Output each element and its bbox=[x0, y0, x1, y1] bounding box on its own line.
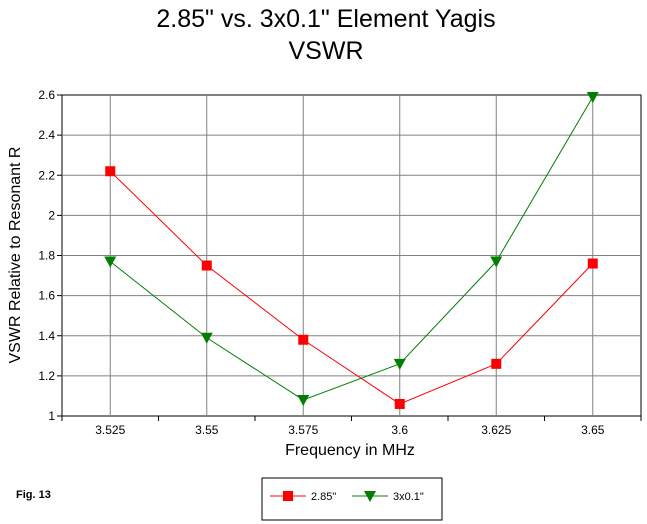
legend-marker-285 bbox=[283, 491, 293, 501]
figure-label: Fig. 13 bbox=[16, 489, 51, 501]
chart-subtitle: VSWR bbox=[289, 37, 364, 65]
data-point-triangle bbox=[104, 256, 117, 268]
legend-label-3x01: 3x0.1" bbox=[393, 491, 424, 503]
series-line bbox=[109, 170, 594, 405]
y-tick-label: 1.8 bbox=[38, 249, 55, 263]
y-axis-label: VSWR Relative to Resonant R bbox=[7, 147, 24, 364]
x-tick-label: 3.575 bbox=[288, 423, 318, 437]
y-tick-label: 2 bbox=[48, 208, 55, 222]
y-tick-label: 2.6 bbox=[38, 88, 55, 102]
grid-lines bbox=[62, 95, 641, 416]
y-tick-label: 2.4 bbox=[38, 128, 55, 142]
chart-title: 2.85" vs. 3x0.1" Element Yagis bbox=[156, 5, 495, 33]
data-point-triangle bbox=[490, 256, 503, 268]
legend: 2.85" 3x0.1" bbox=[261, 477, 443, 521]
x-tick-label: 3.65 bbox=[581, 423, 605, 437]
x-tick-label: 3.55 bbox=[195, 423, 219, 437]
x-axis-label: Frequency in MHz bbox=[285, 442, 415, 459]
x-tick-label: 3.525 bbox=[95, 423, 125, 437]
y-tick-label: 1.2 bbox=[38, 369, 55, 383]
data-point-square bbox=[491, 358, 502, 369]
data-point-square bbox=[394, 398, 405, 409]
series-285 bbox=[105, 166, 598, 409]
legend-label-285: 2.85" bbox=[311, 491, 336, 503]
y-tick-label: 2.2 bbox=[38, 168, 55, 182]
legend-marker-3x01 bbox=[364, 491, 376, 502]
data-point-square bbox=[298, 334, 309, 345]
data-point-triangle bbox=[297, 394, 310, 406]
y-tick-label: 1 bbox=[48, 409, 55, 423]
y-tick-label: 1.4 bbox=[38, 329, 55, 343]
data-point-triangle bbox=[586, 92, 599, 104]
series-layer bbox=[104, 92, 599, 409]
data-point-square bbox=[587, 258, 598, 269]
data-point-triangle bbox=[393, 358, 406, 370]
x-tick-label: 3.625 bbox=[481, 423, 511, 437]
series-3x01 bbox=[104, 92, 599, 406]
data-point-square bbox=[105, 166, 116, 177]
axis-ticks: 1 1.2 1.4 1.6 1.8 2 2.2 2.4 2.6 3.525 3.55 3.575 3.6… bbox=[38, 88, 642, 437]
x-tick-label: 3.6 bbox=[391, 423, 408, 437]
data-point-square bbox=[201, 260, 212, 271]
y-tick-label: 1.6 bbox=[38, 289, 55, 303]
data-point-triangle bbox=[200, 332, 213, 344]
series-line bbox=[109, 96, 594, 401]
